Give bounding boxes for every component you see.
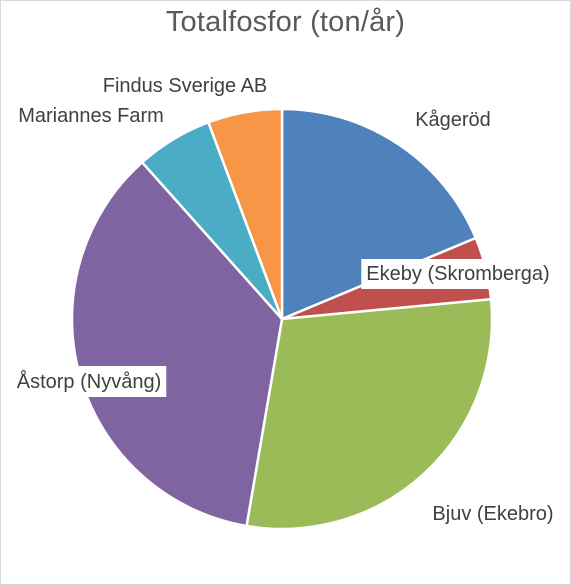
slice-label-background bbox=[11, 366, 167, 397]
slice-label-background bbox=[361, 259, 555, 289]
slice-label-astorp-nyvang: Åstorp (Nyvång) bbox=[17, 370, 162, 393]
pie-slice-kagerod bbox=[280, 107, 478, 321]
slice-label-mariannes-farm: Mariannes Farm bbox=[18, 105, 164, 127]
pie-slice-findus-sverige-ab bbox=[207, 107, 284, 321]
pie-slice-bjuv-ekebro bbox=[245, 297, 494, 531]
slice-label-findus-sverige-ab: Findus Sverige AB bbox=[103, 75, 268, 97]
slice-label-kagerod: Kågeröd bbox=[415, 109, 491, 131]
chart-title: Totalfosfor (ton/år) bbox=[165, 6, 406, 38]
slice-label-ekeby-skromberga: Ekeby (Skromberga) bbox=[366, 263, 549, 285]
slice-label-bjuv-ekebro: Bjuv (Ekebro) bbox=[432, 503, 553, 525]
